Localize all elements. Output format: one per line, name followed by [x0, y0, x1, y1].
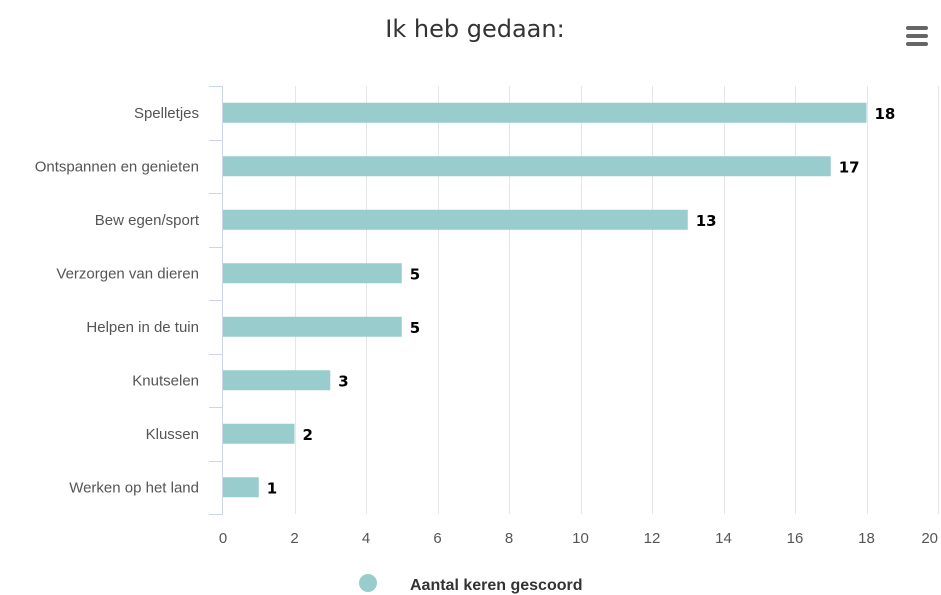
data-label: 13: [696, 212, 717, 230]
legend-label: Aantal keren gescoord: [410, 577, 583, 594]
x-tick-label: 2: [290, 530, 298, 547]
category-labels: Spelletjes Ontspannen en genieten Bew egen…: [35, 105, 200, 497]
tick-labels: 0 2 4 6 8 10 12 14 16 18 20: [219, 530, 938, 547]
x-tick-label: 10: [572, 530, 589, 547]
data-label: 2: [303, 426, 313, 444]
bar[interactable]: [223, 423, 295, 444]
x-tick-label: 6: [433, 530, 441, 547]
category-label: Bew egen/sport: [95, 212, 200, 229]
data-label: 3: [338, 372, 348, 390]
x-tick-label: 12: [644, 530, 661, 547]
bar[interactable]: [223, 263, 402, 284]
hamburger-menu-icon: [906, 26, 928, 46]
bar[interactable]: [223, 102, 867, 123]
x-tick-label: 4: [362, 530, 370, 547]
category-label: Helpen in de tuin: [86, 319, 199, 336]
data-label: 18: [875, 105, 896, 123]
x-tick-label: 16: [787, 530, 804, 547]
bars: [223, 102, 867, 498]
category-label: Spelletjes: [134, 105, 199, 122]
category-label: Knutselen: [132, 372, 199, 389]
x-tick-label: 14: [715, 530, 732, 547]
bar[interactable]: [223, 370, 331, 391]
category-label: Verzorgen van dieren: [56, 265, 199, 282]
legend-marker: [359, 574, 377, 592]
data-label: 5: [410, 319, 420, 337]
axes: [209, 86, 223, 515]
data-labels: 18 17 13 5 5 3 2 1: [267, 105, 896, 498]
grid-lines: [295, 86, 939, 514]
data-label: 5: [410, 265, 420, 283]
data-label: 1: [267, 479, 277, 497]
bar[interactable]: [223, 209, 688, 230]
bar[interactable]: [223, 316, 402, 337]
x-tick-label: 20: [921, 530, 938, 547]
category-label: Klussen: [146, 426, 199, 443]
chart-menu-button[interactable]: [906, 26, 928, 46]
bar[interactable]: [223, 477, 259, 498]
category-label: Ontspannen en genieten: [35, 158, 199, 175]
chart-title: Ik heb gedaan:: [385, 15, 564, 43]
bar[interactable]: [223, 156, 831, 177]
data-label: 17: [839, 158, 860, 176]
x-tick-label: 0: [219, 530, 227, 547]
x-tick-label: 8: [505, 530, 513, 547]
category-label: Werken op het land: [69, 479, 199, 496]
legend[interactable]: Aantal keren gescoord: [359, 574, 583, 594]
x-tick-label: 18: [858, 530, 875, 547]
